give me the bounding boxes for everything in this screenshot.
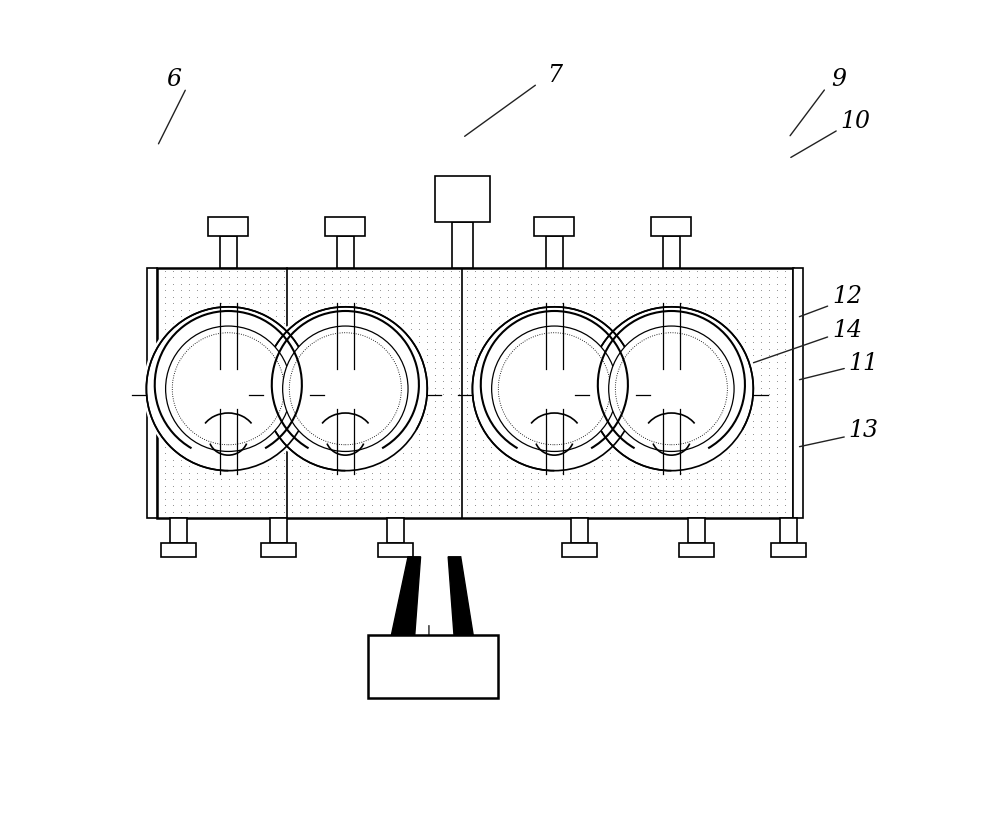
Text: 10: 10	[840, 110, 870, 133]
Bar	[208, 217, 248, 236]
Text: 8: 8	[409, 678, 424, 701]
Bar	[452, 222, 473, 268]
Text: 12: 12	[832, 285, 862, 308]
Bar	[147, 268, 157, 518]
Bar	[780, 518, 797, 543]
Circle shape	[166, 326, 291, 451]
Bar	[157, 268, 793, 518]
Circle shape	[283, 326, 408, 451]
Bar	[270, 518, 287, 543]
Bar	[571, 518, 588, 543]
Bar	[562, 543, 597, 557]
Bar	[261, 543, 296, 557]
Bar	[771, 543, 806, 557]
Text: 7: 7	[547, 64, 562, 87]
Circle shape	[260, 303, 431, 474]
Bar	[435, 176, 490, 222]
Bar	[679, 543, 714, 557]
Bar	[378, 543, 413, 557]
Bar	[688, 518, 705, 543]
Bar	[534, 217, 574, 236]
Circle shape	[609, 326, 734, 451]
Polygon shape	[391, 557, 421, 635]
Circle shape	[143, 303, 314, 474]
Bar	[368, 635, 498, 698]
Bar	[663, 236, 680, 268]
Bar	[220, 236, 237, 268]
Circle shape	[492, 326, 617, 451]
Circle shape	[469, 303, 640, 474]
Circle shape	[586, 303, 757, 474]
Bar	[161, 543, 196, 557]
Bar	[546, 236, 563, 268]
Bar	[337, 236, 354, 268]
Text: 9: 9	[831, 68, 846, 91]
Bar	[387, 518, 404, 543]
Text: 11: 11	[849, 352, 879, 375]
Text: 6: 6	[166, 68, 181, 91]
Bar	[325, 217, 365, 236]
Bar	[793, 268, 803, 518]
Text: 13: 13	[849, 419, 879, 442]
Text: 14: 14	[832, 319, 862, 342]
Polygon shape	[448, 557, 473, 635]
Bar	[651, 217, 691, 236]
Bar	[170, 518, 187, 543]
